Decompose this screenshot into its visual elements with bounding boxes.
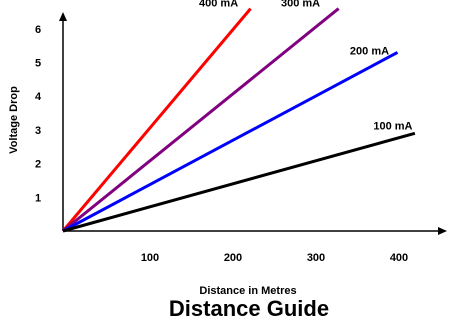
x-tick-label: 400 [390,252,408,264]
series-label: 300 mA [281,0,320,10]
series-label: 200 mA [350,45,389,57]
series-labels: 400 mA 300 mA 200 mA 100 mA [199,0,413,132]
x-tick-label: 200 [224,252,242,264]
x-tick-labels: 100 200 300 400 [141,252,408,264]
y-tick-labels: 1 2 3 4 5 6 [35,24,42,205]
x-tick-label: 300 [307,252,325,264]
y-tick-label: 5 [35,58,41,70]
y-tick-label: 3 [35,125,41,137]
y-axis-arrowhead [59,12,67,21]
series-line [62,131,416,233]
x-tick-label: 100 [141,252,159,264]
y-tick-label: 6 [35,24,41,36]
y-axis-title: Voltage Drop [8,86,20,154]
y-tick-label: 4 [35,91,42,103]
series-line [61,7,252,232]
y-tick-label: 2 [35,159,41,171]
series-lines [61,7,416,233]
series-label: 100 mA [373,120,412,132]
series-line [62,51,399,233]
x-axis-arrowhead [438,227,447,235]
series-line [62,7,340,233]
series-label: 400 mA [199,0,238,10]
y-tick-label: 1 [35,192,41,204]
x-axis-title: Distance in Metres [199,285,296,297]
axes [59,12,447,235]
chart-title: Distance Guide [169,296,329,321]
